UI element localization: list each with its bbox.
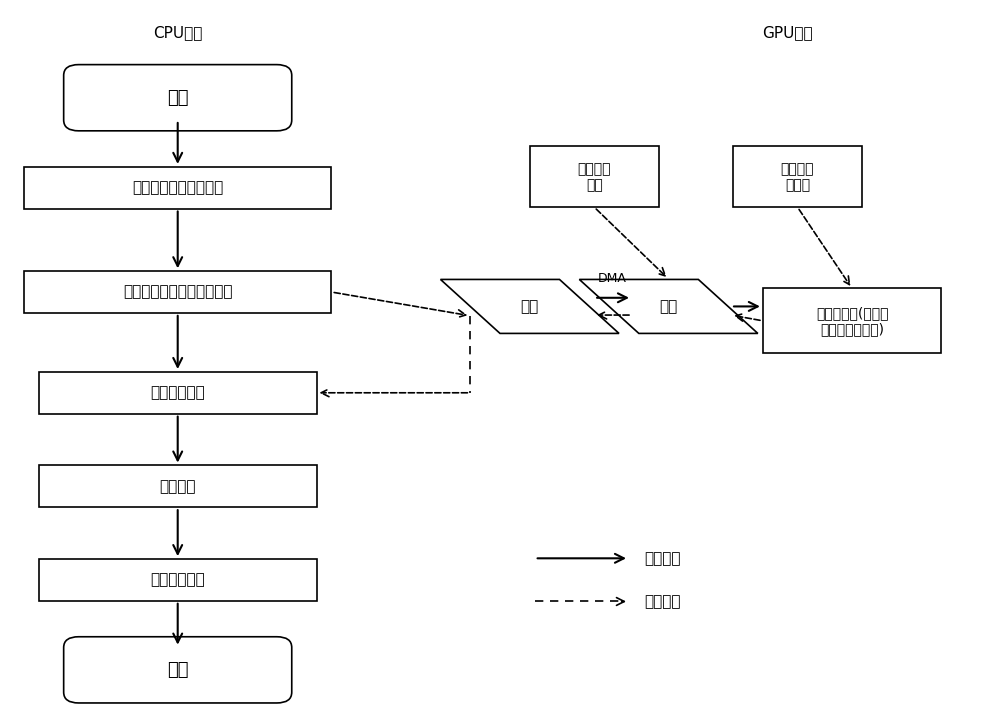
Text: 异步传输数据与调用核函数: 异步传输数据与调用核函数 [123,285,232,299]
Polygon shape [579,280,758,333]
Text: CPU执行: CPU执行 [153,25,202,41]
FancyBboxPatch shape [733,146,862,207]
Text: 核函数执
行引擎: 核函数执 行引擎 [781,162,814,192]
Text: DMA: DMA [598,272,626,285]
Text: GPU执行: GPU执行 [762,25,813,41]
Text: 核函数执行(运动目
标检测及后处理): 核函数执行(运动目 标检测及后处理) [816,306,888,336]
FancyBboxPatch shape [763,288,941,353]
Text: 目标跟踪识别: 目标跟踪识别 [150,572,205,587]
FancyBboxPatch shape [530,146,659,207]
FancyBboxPatch shape [64,65,292,131]
Polygon shape [441,280,619,333]
Text: 结束: 结束 [167,661,188,678]
FancyBboxPatch shape [39,372,317,414]
Text: 数据走向: 数据走向 [644,594,680,609]
Text: 内存: 内存 [521,299,539,314]
Text: 流程走向: 流程走向 [644,551,680,566]
Text: 内存复制
引擎: 内存复制 引擎 [577,162,611,192]
Text: 显存: 显存 [659,299,678,314]
FancyBboxPatch shape [24,167,331,208]
FancyBboxPatch shape [24,271,331,313]
FancyBboxPatch shape [64,637,292,703]
Text: 目标提取: 目标提取 [159,479,196,494]
Text: 开始: 开始 [167,89,188,107]
FancyBboxPatch shape [39,559,317,601]
Text: 颜色空间转换: 颜色空间转换 [150,385,205,400]
Text: 解码得到一帧图像数据: 解码得到一帧图像数据 [132,181,223,195]
FancyBboxPatch shape [39,465,317,507]
